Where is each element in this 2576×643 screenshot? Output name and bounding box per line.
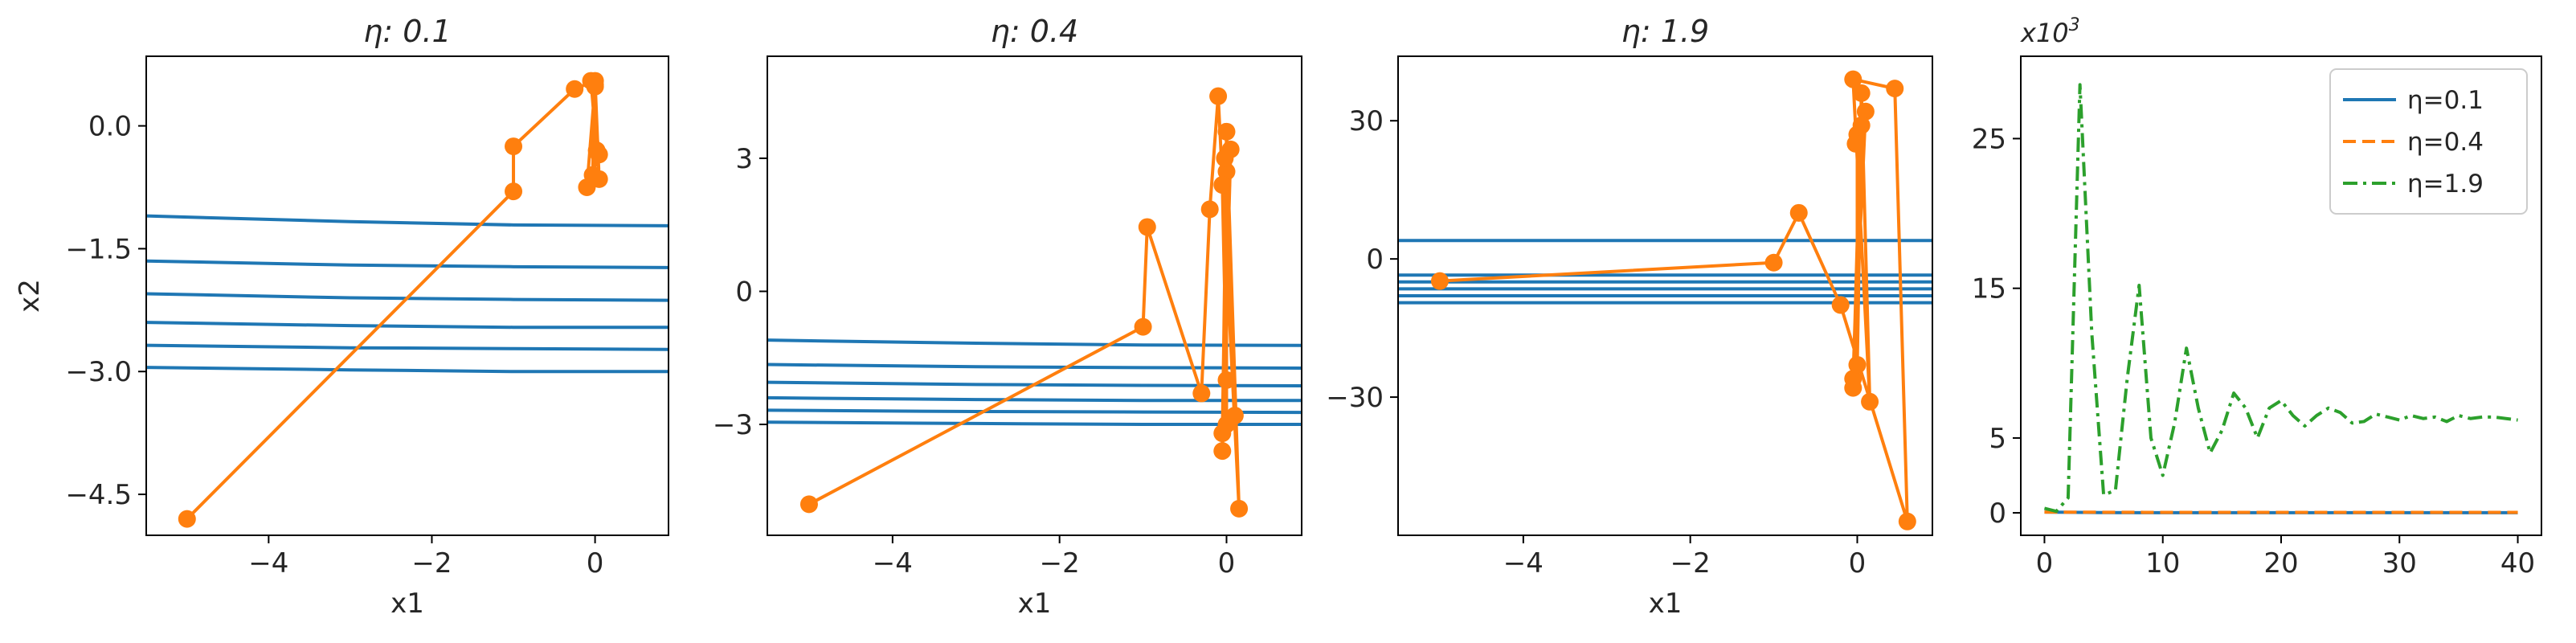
trajectory-point — [566, 80, 584, 98]
x-tick-label: −2 — [1670, 547, 1711, 580]
trajectory-point — [1213, 442, 1232, 461]
trajectory-point — [1848, 355, 1867, 374]
contour-line-1 — [767, 338, 1302, 347]
y-tick-label: 30 — [1349, 105, 1384, 137]
y-tick-label: 0 — [735, 276, 753, 308]
plot-area — [1398, 70, 1932, 530]
x-tick-label: −4 — [1503, 547, 1544, 580]
x-axis-label: x1 — [390, 588, 424, 620]
trajectory-point — [1213, 176, 1232, 195]
chart-title: η: 0.4 — [991, 14, 1078, 49]
x-tick-label: 40 — [2500, 547, 2535, 580]
panel-3: −4 −2 0 30 0 −30 η: 1.9 x1 — [1326, 14, 1933, 620]
legend-label-3: η=1.9 — [2407, 170, 2484, 199]
trajectory-point — [178, 510, 196, 528]
trajectory-line — [808, 94, 1241, 510]
chart-title: η: 0.1 — [363, 14, 451, 49]
trajectory-point — [1764, 253, 1783, 272]
trajectory-point — [583, 166, 602, 184]
x-tick-label: 0 — [1218, 547, 1236, 580]
contour-line-4 — [146, 321, 669, 330]
contour-line-2 — [767, 362, 1302, 370]
contour-line-5 — [146, 343, 669, 351]
contour-line-2 — [146, 259, 669, 269]
trajectory-point — [1852, 84, 1871, 102]
x-tick-label: 10 — [2145, 547, 2180, 580]
x-tick-label: 0 — [1849, 547, 1867, 580]
axes-frame — [1397, 55, 1933, 536]
chart-title: η: 1.9 — [1621, 14, 1709, 49]
legend: η=0.1 η=0.4 η=1.9 — [2329, 68, 2528, 215]
y-tick-label: 25 — [1972, 123, 2006, 155]
trajectory-point — [1846, 134, 1865, 153]
x-tick-label: 0 — [2036, 547, 2054, 580]
y-tick-label: 3 — [735, 143, 753, 175]
trajectory-point — [799, 495, 818, 514]
trajectory-point — [1861, 392, 1879, 411]
y-tick-label: −30 — [1326, 382, 1384, 414]
y-tick-label: −4.5 — [65, 479, 132, 511]
panel-4: 0 10 20 30 40 0 5 15 25 x103 η=0.1 η=0.4 η=1.9 — [1972, 15, 2542, 580]
x-tick-label: −4 — [873, 547, 913, 580]
trajectory-point — [1844, 70, 1862, 88]
x-tick-label: 30 — [2382, 547, 2417, 580]
trajectory-point — [1886, 80, 1904, 98]
trajectory-point — [1789, 203, 1808, 222]
axes-frame — [145, 55, 669, 536]
trajectory-point — [1430, 272, 1449, 290]
y-tick-label: 5 — [1989, 423, 2006, 455]
x-tick-label: −2 — [1040, 547, 1080, 580]
y-tick-label: −1.5 — [65, 233, 132, 265]
trajectory-point — [1138, 218, 1156, 236]
trajectory-point — [1856, 102, 1875, 121]
legend-box — [2329, 68, 2528, 215]
plot-area — [767, 87, 1302, 518]
trajectory-point — [1844, 370, 1862, 388]
y-tick-label: 15 — [1972, 273, 2006, 305]
trajectory-point — [1225, 407, 1244, 424]
x-tick-label: −2 — [411, 547, 452, 580]
y-offset-label: x103 — [2020, 15, 2080, 48]
panel-1: −4 −2 0 0.0 −1.5 −3.0 −4.5 η: 0.1 x1 x2 — [14, 14, 669, 620]
x-tick-label: 20 — [2263, 547, 2298, 580]
trajectory-point — [1217, 122, 1236, 141]
offset-exponent: 3 — [2069, 15, 2080, 35]
y-tick-label: −3.0 — [65, 356, 132, 388]
trajectory-point — [1898, 512, 1916, 530]
contour-line-3 — [146, 292, 669, 302]
contour-line-1 — [146, 214, 669, 227]
trajectory-point — [505, 137, 523, 156]
trajectory-point — [586, 77, 604, 96]
panel-2: −4 −2 0 3 0 −3 η: 0.4 x1 — [713, 14, 1302, 620]
trajectory-point — [1217, 162, 1236, 181]
x-tick-label: −4 — [248, 547, 288, 580]
x-axis-label: x1 — [1018, 588, 1052, 620]
plot-area — [146, 72, 669, 528]
legend-label-1: η=0.1 — [2407, 86, 2484, 115]
legend-label-2: η=0.4 — [2407, 128, 2484, 157]
y-axis-label: x2 — [14, 279, 46, 313]
trajectory-point — [587, 141, 606, 160]
y-tick-label: −3 — [713, 409, 753, 441]
plot-area — [2043, 83, 2518, 514]
contour-line-6 — [146, 366, 669, 374]
trajectory-point — [1217, 371, 1236, 389]
trajectory-point — [1230, 499, 1249, 518]
trajectory-point — [505, 182, 523, 201]
trajectory-point — [1831, 296, 1850, 314]
trajectory-point — [1216, 149, 1234, 167]
x-axis-label: x1 — [1649, 588, 1683, 620]
axes-frame — [767, 55, 1302, 536]
trajectory-point — [1209, 87, 1228, 105]
y-tick-label: 0 — [1366, 244, 1384, 276]
trajectory-point — [1192, 384, 1211, 403]
x-tick-label: 0 — [587, 547, 604, 580]
trajectory-point — [1200, 200, 1219, 219]
y-tick-label: 0 — [1989, 498, 2006, 530]
y-tick-label: 0.0 — [88, 111, 132, 143]
trajectory-line — [1439, 77, 1909, 523]
trajectory-point — [1134, 317, 1152, 336]
offset-base: x10 — [2020, 18, 2069, 48]
